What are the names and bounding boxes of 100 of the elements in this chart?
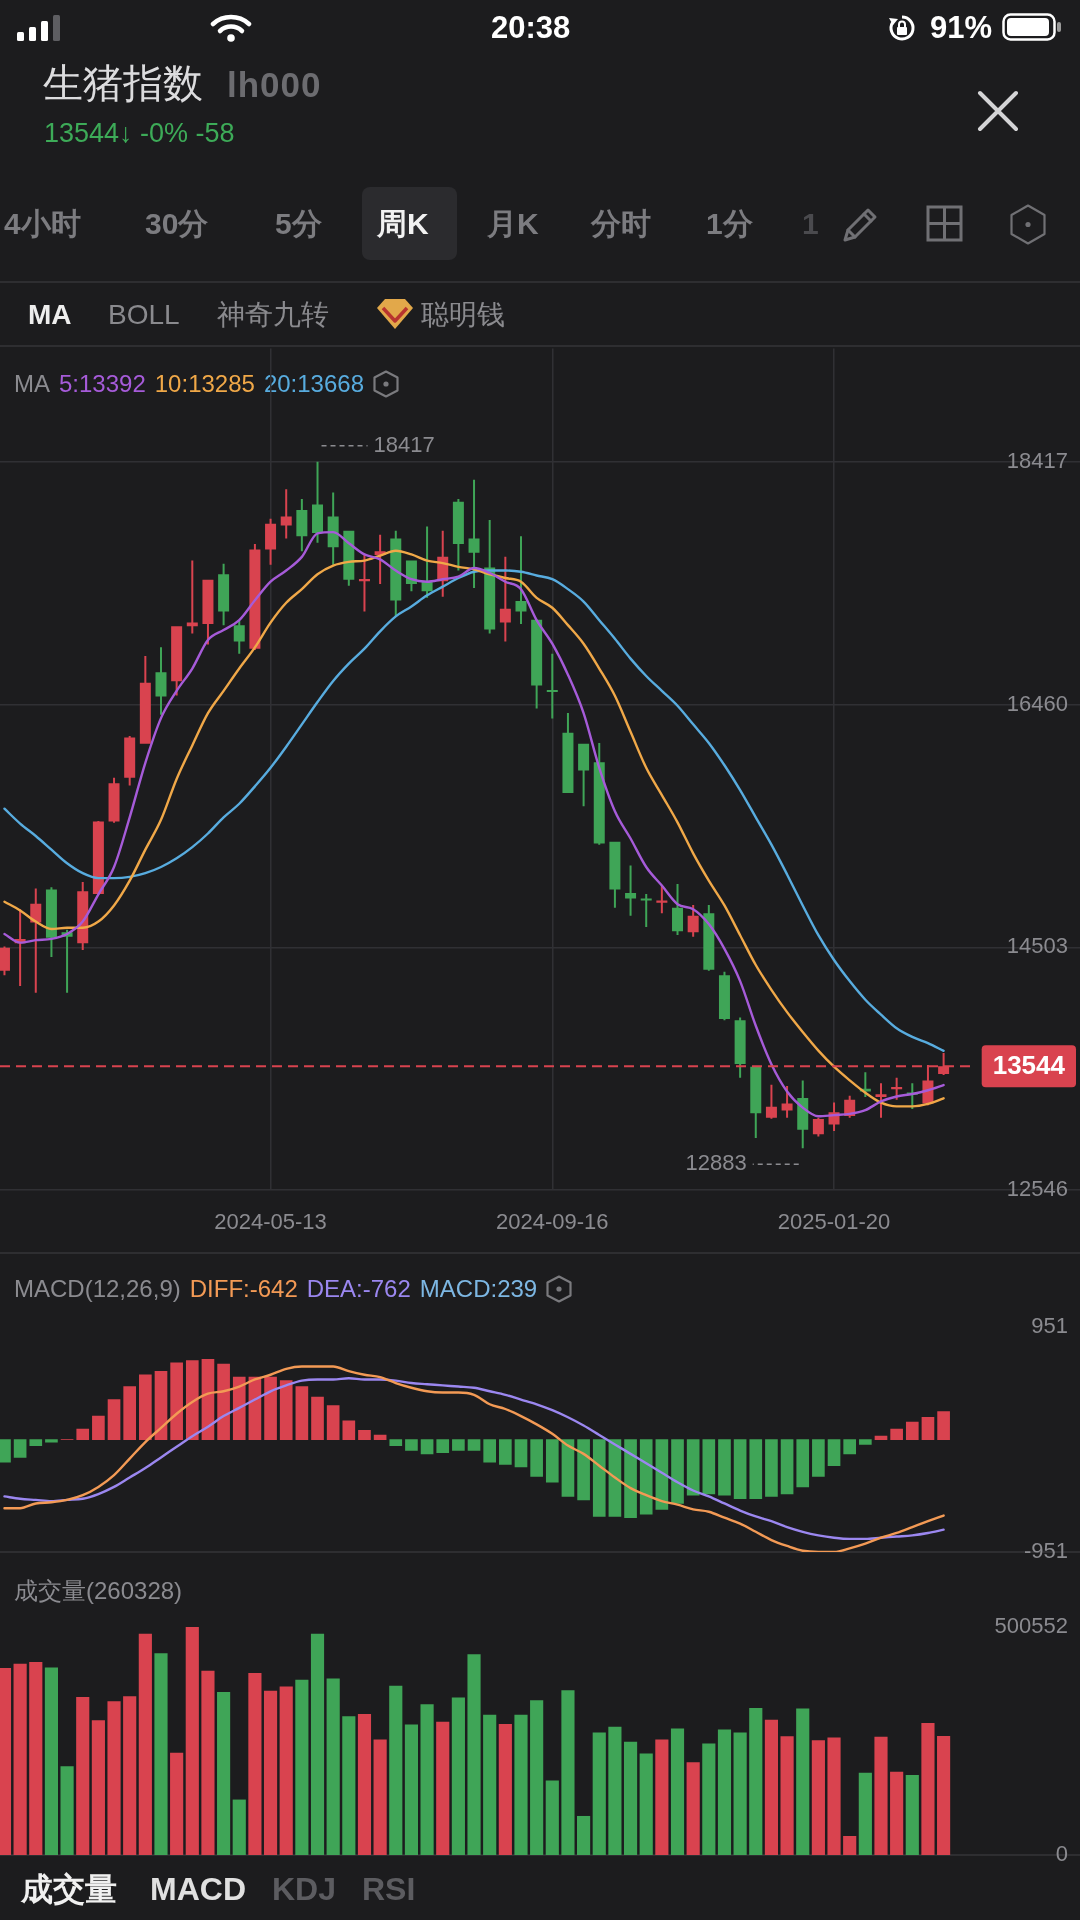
bar bbox=[890, 1771, 904, 1855]
bar bbox=[123, 1386, 137, 1441]
bar bbox=[264, 1376, 277, 1441]
x-tick-label: 2024-09-16 bbox=[496, 1209, 609, 1235]
bar bbox=[310, 1633, 325, 1855]
bar bbox=[295, 1386, 309, 1441]
text: 5:13392 bbox=[59, 369, 146, 399]
bar bbox=[217, 1363, 230, 1441]
bar bbox=[670, 1728, 685, 1855]
bar bbox=[921, 1416, 935, 1441]
bar bbox=[263, 1690, 278, 1855]
y-tick-label: 951 bbox=[1031, 1313, 1068, 1339]
text: MACD:239 bbox=[419, 1274, 538, 1304]
bar bbox=[749, 1708, 763, 1855]
bar bbox=[13, 1663, 27, 1855]
chart-title: MACD(12,26,9) bbox=[14, 1274, 181, 1304]
text: 20:38 bbox=[491, 9, 571, 45]
y-tick-label: 14503 bbox=[1006, 933, 1068, 959]
x-tick-label: 2024-05-13 bbox=[214, 1209, 327, 1235]
bar bbox=[592, 1732, 606, 1855]
bar bbox=[436, 1439, 450, 1454]
ref-line-label: 13544 bbox=[992, 1050, 1066, 1081]
text: 30分 bbox=[145, 207, 209, 240]
bar bbox=[686, 1762, 700, 1855]
bar bbox=[890, 1428, 903, 1441]
bar bbox=[357, 1713, 372, 1855]
bar bbox=[764, 1719, 779, 1855]
bar bbox=[655, 1739, 669, 1855]
text: 月K bbox=[487, 207, 539, 240]
text: 分时 bbox=[591, 207, 651, 240]
text: BOLL bbox=[108, 299, 180, 330]
bar bbox=[326, 1678, 340, 1855]
annotation: 12883 bbox=[685, 1150, 747, 1176]
bar bbox=[139, 1374, 152, 1441]
text: RSI bbox=[362, 1871, 416, 1907]
bar bbox=[686, 1439, 700, 1496]
text: DIFF:-642 bbox=[189, 1274, 298, 1304]
bar bbox=[467, 1439, 481, 1451]
text: DEA:-762 bbox=[306, 1274, 411, 1304]
bar bbox=[451, 1697, 465, 1855]
bar bbox=[561, 1690, 575, 1855]
bar bbox=[937, 1411, 950, 1441]
candlestick bbox=[640, 894, 652, 927]
bar bbox=[874, 1435, 888, 1441]
y-tick-label: 18417 bbox=[1006, 447, 1068, 473]
bar bbox=[827, 1439, 841, 1467]
bar bbox=[545, 1439, 559, 1483]
candlestick bbox=[155, 647, 167, 715]
text: 周K bbox=[377, 207, 429, 240]
bar bbox=[170, 1752, 184, 1855]
bar bbox=[780, 1736, 794, 1855]
bar bbox=[232, 1799, 246, 1855]
bar bbox=[718, 1439, 731, 1496]
y-tick-label: 12546 bbox=[1006, 1176, 1068, 1202]
bar bbox=[232, 1376, 246, 1441]
bar bbox=[702, 1439, 716, 1495]
text: MA bbox=[28, 299, 72, 330]
annotation: 18417 bbox=[373, 431, 435, 457]
bar bbox=[154, 1370, 168, 1441]
text: 20:13668 bbox=[263, 369, 364, 399]
text: 聪明钱 bbox=[421, 299, 505, 330]
text: 4小时 bbox=[4, 207, 81, 240]
bar bbox=[577, 1815, 591, 1855]
bar bbox=[217, 1692, 231, 1855]
bar bbox=[765, 1439, 778, 1497]
bar bbox=[342, 1716, 356, 1855]
bar bbox=[389, 1439, 403, 1446]
bar bbox=[796, 1708, 810, 1855]
bar bbox=[733, 1732, 747, 1855]
bar bbox=[514, 1714, 528, 1855]
bar bbox=[483, 1714, 497, 1855]
bar bbox=[577, 1439, 590, 1501]
text: 1分 bbox=[706, 207, 753, 240]
candlestick bbox=[625, 865, 637, 916]
bar bbox=[937, 1736, 951, 1855]
bar bbox=[592, 1439, 606, 1517]
bar bbox=[404, 1724, 419, 1855]
bar bbox=[905, 1774, 919, 1855]
bar bbox=[498, 1723, 512, 1855]
bar bbox=[702, 1743, 716, 1855]
bar bbox=[76, 1428, 90, 1441]
chart-title: 生猪指数 bbox=[43, 60, 203, 107]
bar bbox=[279, 1686, 293, 1855]
bar bbox=[733, 1439, 747, 1500]
bar bbox=[921, 1723, 935, 1855]
bar bbox=[92, 1415, 105, 1441]
bar bbox=[624, 1439, 637, 1518]
bar bbox=[717, 1729, 732, 1855]
bar bbox=[107, 1701, 121, 1855]
bar bbox=[858, 1772, 872, 1855]
bar bbox=[248, 1672, 262, 1855]
bar bbox=[545, 1780, 559, 1855]
bar bbox=[874, 1736, 888, 1855]
chart-title: 成交量(260328) bbox=[14, 1576, 183, 1606]
bar bbox=[311, 1396, 324, 1441]
bar bbox=[561, 1439, 575, 1497]
bar bbox=[796, 1439, 810, 1488]
bar bbox=[107, 1399, 121, 1441]
bar bbox=[420, 1704, 434, 1855]
candlestick bbox=[546, 653, 558, 719]
